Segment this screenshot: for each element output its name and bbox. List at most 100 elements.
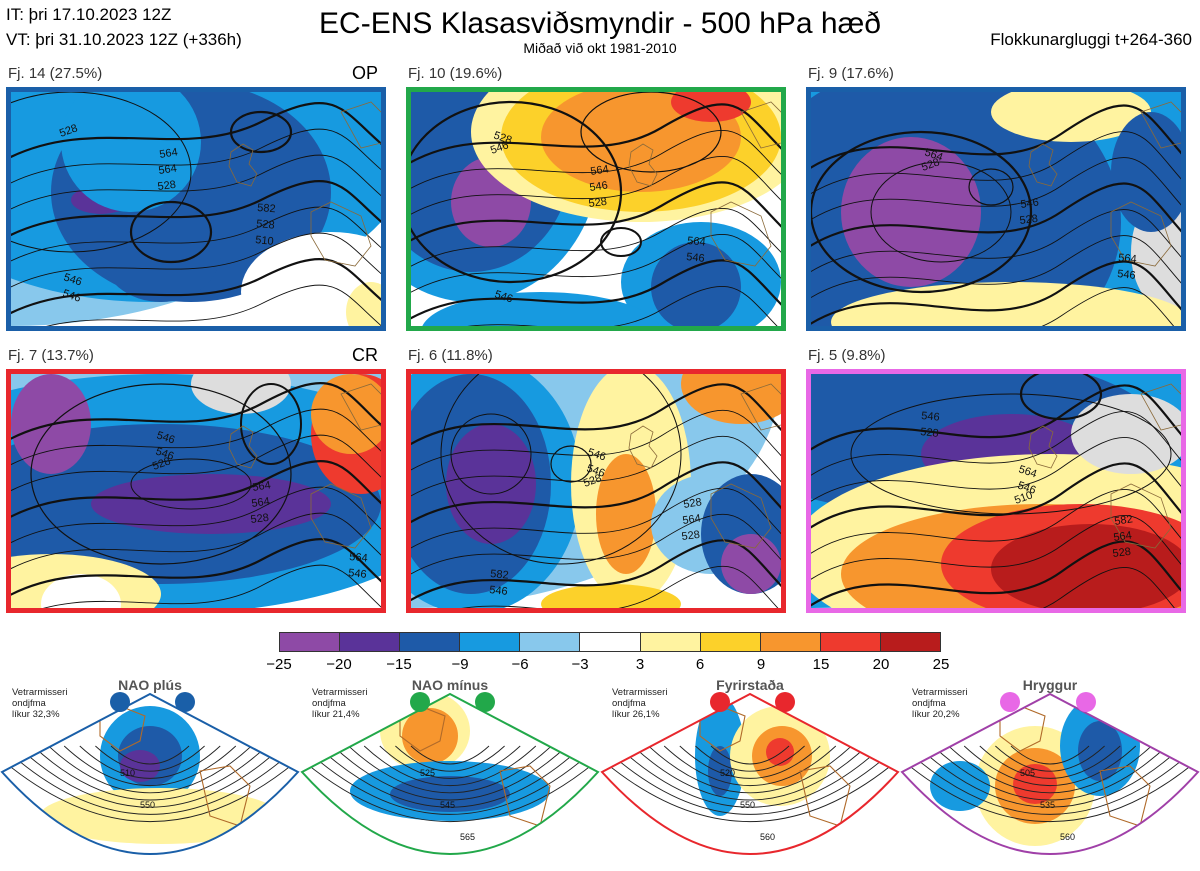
anomaly-region: [708, 746, 732, 796]
colorbar-swatch: [400, 633, 461, 651]
cluster-panel[interactable]: Fj. 6 (11.8%) 528 528 546 546 564 582 546 528: [404, 347, 788, 620]
height-contour: [395, 745, 505, 772]
contour-label: 546: [586, 446, 607, 463]
anomaly-region: [41, 574, 121, 608]
height-contour: [11, 92, 192, 253]
height-contour: [411, 487, 781, 549]
classification-window: Flokkunargluggi t+264-360: [990, 30, 1192, 49]
regime-info: Vetrarmisseri ondjfma líkur 26,1%: [612, 687, 667, 720]
cluster-panel[interactable]: Fj. 14 (27.5%) OP 528 528 510 546 564 528 546 5…: [4, 63, 388, 338]
height-contour: [11, 486, 381, 544]
height-contour: [43, 564, 381, 608]
cluster-map: 510 528 528 546 564 546 564 582: [806, 369, 1186, 613]
regime-marker-icon: [1000, 692, 1020, 712]
height-contour: [130, 458, 252, 510]
height-contour: [695, 745, 805, 772]
coastline: [740, 383, 781, 431]
contour-label: 550: [740, 800, 755, 810]
height-contour: [411, 461, 781, 524]
height-contour: [811, 209, 1181, 273]
regime-info-line: líkur 20,2%: [912, 709, 960, 720]
regime-marker-icon: [410, 692, 430, 712]
regime-border: [600, 692, 900, 855]
coastline: [228, 143, 258, 187]
cluster-panel[interactable]: Fj. 5 (9.8%) 510 528 528 546 564 546 564 582: [804, 347, 1188, 620]
contour-label: 545: [440, 800, 455, 810]
anomaly-region: [991, 524, 1181, 608]
coastline: [340, 383, 381, 431]
height-contour: [963, 745, 1137, 786]
coastline: [710, 483, 772, 549]
anomaly-region: [120, 750, 160, 782]
colorbar-swatch: [700, 633, 761, 651]
page-subtitle: Miðað við okt 1981-2010: [523, 40, 677, 56]
height-contour: [240, 383, 302, 465]
cluster-label: Fj. 5 (9.8%): [808, 347, 886, 364]
initial-time: IT: þri 17.10.2023 12Z: [6, 5, 172, 24]
regime-map[interactable]: 510 550 NAO plús Vetrarmisseri ondjfma lí…: [0, 676, 300, 871]
contour-label: 560: [1060, 832, 1075, 842]
colorbar-tick: 15: [812, 656, 830, 673]
contour-label: 546: [1016, 479, 1037, 496]
height-contour: [411, 181, 781, 242]
regime-map[interactable]: 525 545 565 NAO mínus Vetrarmisseri ondjfm…: [300, 676, 600, 871]
regime-info-line: Vetrarmisseri: [612, 687, 668, 698]
height-contour: [811, 540, 1181, 607]
height-contour: [811, 130, 1033, 294]
colorbar-swatch: [520, 633, 581, 651]
anomaly-region: [930, 761, 990, 811]
height-contour: [602, 745, 898, 815]
contour-label: 546: [921, 410, 940, 424]
cluster-map: 528 528 546 546 564 582 546 528: [406, 369, 786, 613]
contour-label: 564: [349, 551, 368, 565]
height-contour: [411, 103, 781, 164]
coastline: [1140, 101, 1181, 149]
contour-label: 528: [1019, 213, 1039, 227]
contour-label: 582: [257, 202, 276, 215]
coastline: [1110, 483, 1172, 549]
regime-title: NAO plús: [118, 677, 182, 693]
regime-map[interactable]: 520 550 560 Fyrirstaða Vetrarmisseri ondjf…: [600, 676, 900, 871]
contour-label: 564: [923, 146, 944, 163]
height-contour: [902, 745, 1198, 815]
contour-label: 564: [158, 163, 178, 177]
height-contour: [411, 155, 781, 215]
contour-label: 546: [62, 271, 83, 288]
regime-map[interactable]: 505 535 560 Hryggur Vetrarmisseri ondjfma …: [900, 676, 1200, 871]
height-contour: [710, 745, 790, 765]
contour-label: 510: [120, 768, 135, 778]
contour-label: 546: [686, 251, 706, 265]
colorbar-swatch: [460, 633, 521, 651]
cluster-label: Fj. 6 (11.8%): [408, 347, 493, 364]
height-contour: [379, 745, 521, 779]
contour-label: 564: [159, 146, 179, 161]
height-contour: [410, 745, 490, 765]
height-contour: [811, 131, 1181, 195]
coastline: [628, 425, 658, 469]
height-contour: [917, 745, 1183, 808]
contour-label: 564: [1118, 252, 1137, 266]
page-title: EC-ENS Klasasviðsmyndir - 500 hPa hæð: [319, 7, 881, 40]
height-contour: [679, 745, 821, 779]
colorbar-swatch: [340, 633, 401, 651]
colorbar-tick: 3: [635, 656, 645, 673]
regime-info-line: Vetrarmisseri: [12, 687, 68, 698]
cluster-panel[interactable]: Fj. 9 (17.6%) 528 528 546 564 546 564: [804, 65, 1188, 338]
contour-label: 528: [58, 122, 79, 140]
cluster-panel[interactable]: Fj. 10 (19.6%) 546 528 546 528 546 564 546 564: [404, 65, 788, 338]
contour-label: 550: [140, 800, 155, 810]
contour-label: 582: [490, 568, 509, 582]
height-contour: [63, 745, 237, 786]
height-contour: [995, 745, 1105, 772]
height-contour: [11, 154, 381, 210]
colorbar-swatch: [280, 633, 341, 651]
contour-label: 546: [493, 288, 514, 305]
colorbar-tick: 25: [932, 656, 950, 673]
panel-tag: CR: [352, 345, 378, 365]
height-contour: [811, 157, 1181, 221]
regime-title: NAO mínus: [411, 677, 489, 693]
cluster-panel[interactable]: Fj. 7 (13.7%) CR 528 528 546 546 564 564 546 56…: [4, 345, 388, 620]
height-contour: [229, 110, 293, 154]
regime-info: Vetrarmisseri ondjfma líkur 21,4%: [312, 687, 367, 720]
contour-label: 564: [687, 235, 706, 249]
